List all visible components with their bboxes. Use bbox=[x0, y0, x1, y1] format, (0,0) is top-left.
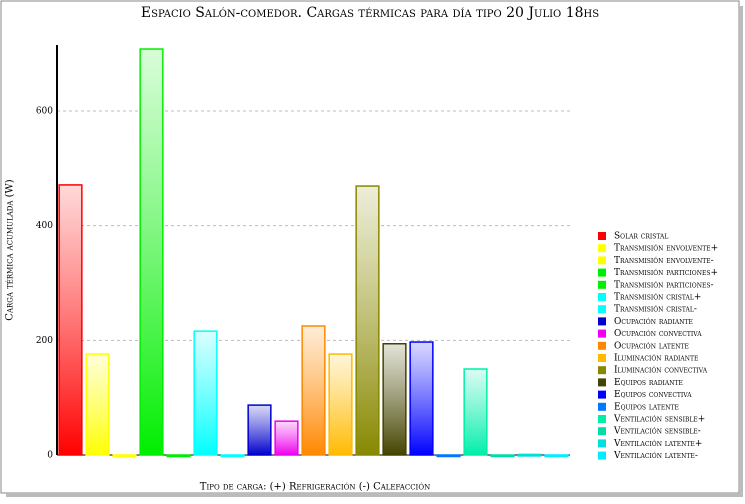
bar bbox=[166, 454, 191, 458]
bar bbox=[193, 330, 218, 456]
y-tick-label: 600 bbox=[36, 106, 53, 116]
bar bbox=[274, 420, 299, 456]
legend-label: Solar cristal bbox=[614, 232, 668, 242]
legend-label: Ventilación sensible- bbox=[613, 427, 701, 437]
legend-label: Transmisión envolvente- bbox=[614, 256, 714, 266]
legend-swatch bbox=[598, 451, 606, 460]
bar bbox=[490, 454, 515, 458]
bar bbox=[463, 368, 488, 456]
y-tick-label: 400 bbox=[36, 221, 53, 231]
bar bbox=[355, 185, 380, 456]
bar bbox=[85, 353, 110, 456]
bar bbox=[436, 454, 461, 458]
legend-label: Equipos convectiva bbox=[614, 390, 692, 400]
legend-swatch bbox=[598, 366, 606, 375]
legend-swatch bbox=[598, 268, 606, 277]
legend-label: Ventilación sensible+ bbox=[613, 415, 705, 425]
legend-swatch bbox=[598, 427, 606, 436]
bar bbox=[409, 341, 434, 456]
bar bbox=[517, 453, 542, 457]
chart-title: Espacio Salón-comedor. Cargas térmicas p… bbox=[141, 5, 599, 21]
legend-swatch bbox=[598, 439, 606, 448]
bar bbox=[58, 184, 83, 456]
bar bbox=[301, 325, 326, 456]
x-axis-label: Tipo de carga: (+) Refrigeración (-) Cal… bbox=[200, 482, 430, 493]
legend-label: Ocupación latente bbox=[614, 341, 689, 351]
y-axis-label: Carga térmica acumulada (W) bbox=[5, 179, 16, 320]
legend-swatch bbox=[598, 256, 606, 265]
legend-label: Equipos radiante bbox=[614, 378, 683, 388]
legend-label: Iluminación radiante bbox=[614, 354, 698, 364]
legend-swatch bbox=[598, 341, 606, 350]
bar bbox=[139, 48, 164, 456]
legend-label: Ocupación radiante bbox=[614, 317, 693, 327]
y-tick-label: 0 bbox=[47, 451, 53, 461]
legend-swatch bbox=[598, 378, 606, 387]
bar bbox=[247, 404, 272, 456]
legend-swatch bbox=[598, 329, 606, 338]
bar bbox=[112, 454, 137, 458]
bar bbox=[220, 454, 245, 458]
bar bbox=[328, 353, 353, 456]
shadow bbox=[6, 493, 743, 497]
shadow bbox=[739, 6, 743, 496]
legend-label: Ocupación convectiva bbox=[614, 329, 702, 339]
legend-label: Iluminación convectiva bbox=[614, 366, 708, 376]
legend-swatch bbox=[598, 390, 606, 399]
legend-label: Transmisión cristal- bbox=[614, 305, 697, 315]
legend-swatch bbox=[598, 232, 606, 240]
legend-swatch bbox=[598, 293, 606, 301]
legend-swatch bbox=[598, 317, 606, 326]
legend-swatch bbox=[598, 305, 606, 314]
legend-label: Transmisión envolvente+ bbox=[614, 244, 718, 254]
bar bbox=[544, 454, 569, 458]
legend-label: Ventilación latente- bbox=[613, 451, 698, 461]
legend-swatch bbox=[598, 402, 606, 411]
y-tick-label: 200 bbox=[36, 336, 53, 346]
legend-swatch bbox=[598, 354, 606, 362]
legend-swatch bbox=[598, 415, 606, 423]
bar bbox=[382, 343, 407, 456]
legend-swatch bbox=[598, 280, 606, 289]
legend-label: Transmisión particiones+ bbox=[614, 268, 718, 278]
legend-label: Transmisión particiones- bbox=[614, 280, 714, 290]
legend-label: Equipos latente bbox=[614, 402, 679, 412]
legend-label: Transmisión cristal+ bbox=[614, 293, 701, 303]
legend-label: Ventilación latente+ bbox=[613, 439, 702, 449]
legend-swatch bbox=[598, 244, 606, 253]
